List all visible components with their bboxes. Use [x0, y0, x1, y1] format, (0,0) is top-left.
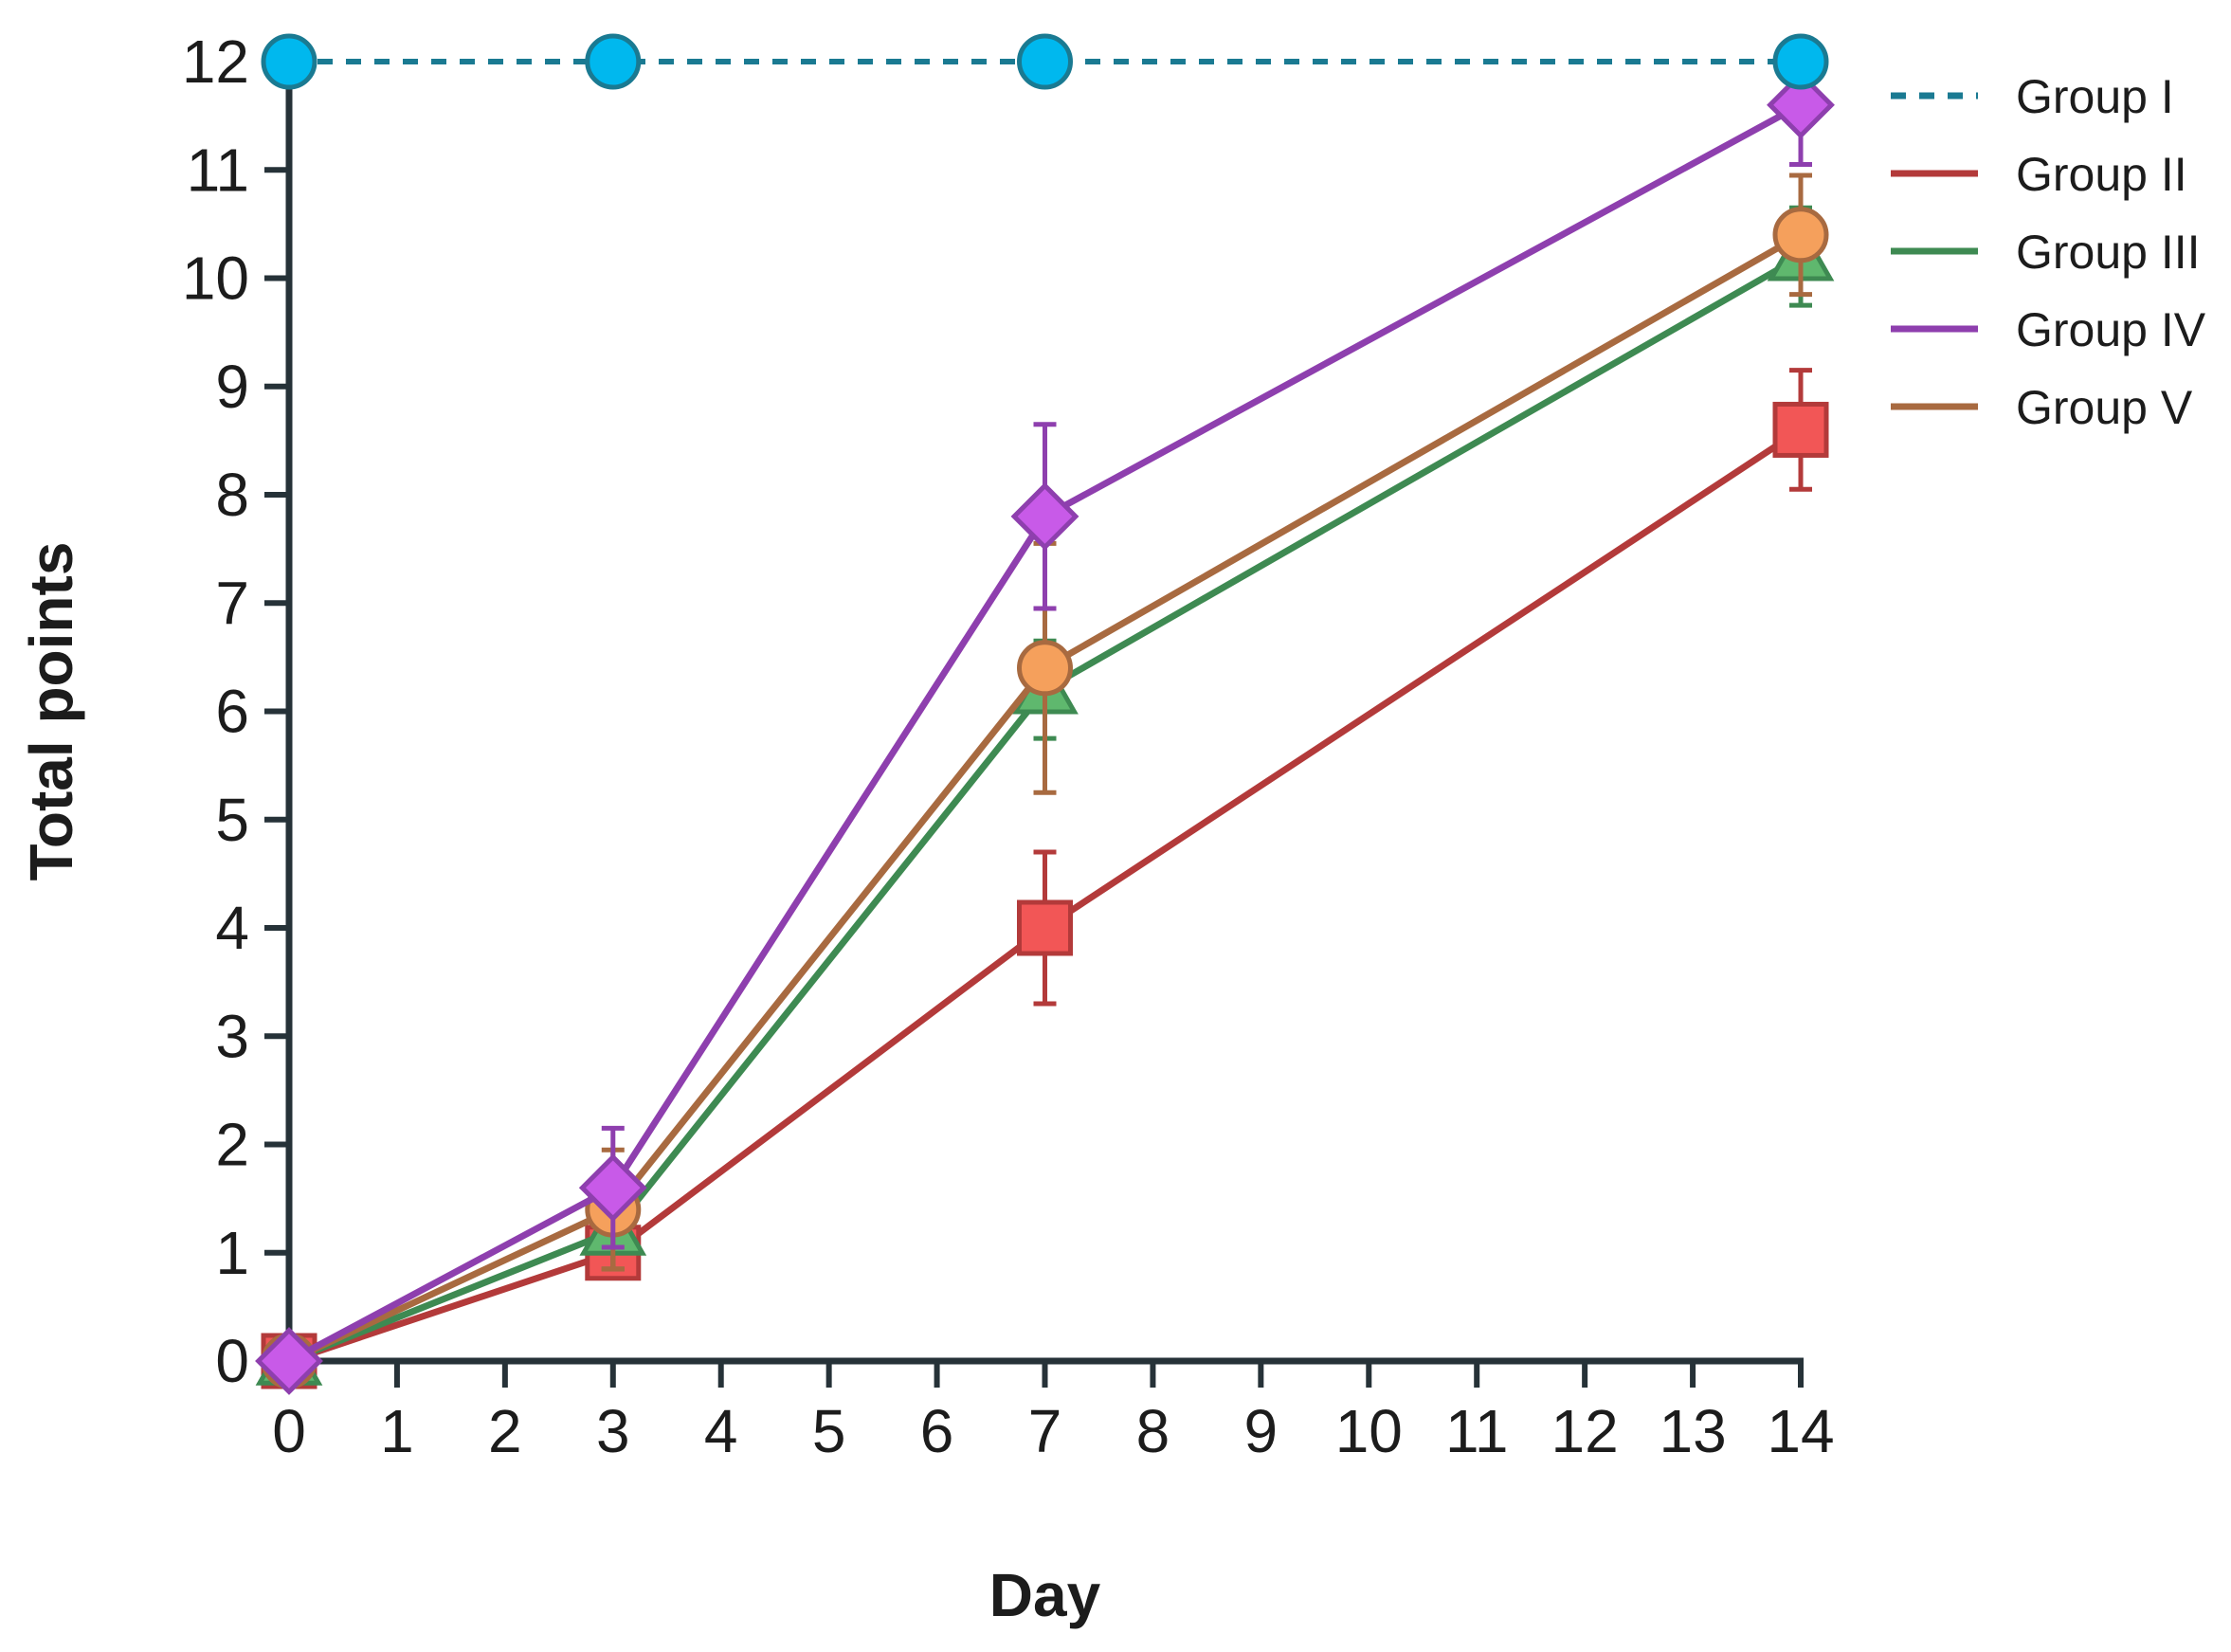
x-tick-label: 0	[272, 1397, 306, 1465]
y-tick-label: 4	[215, 894, 249, 962]
y-tick-label: 5	[215, 786, 249, 854]
legend-label: Group II	[2016, 148, 2187, 201]
series-line	[287, 101, 1803, 1365]
data-point	[261, 33, 317, 90]
series-group-v	[261, 172, 1829, 1389]
legend-label: Group III	[2016, 226, 2201, 279]
x-tick-label: 10	[1335, 1397, 1403, 1465]
data-point	[1010, 481, 1079, 551]
y-tick-label: 10	[182, 245, 249, 313]
data-point	[585, 33, 642, 90]
x-tick-label: 11	[1445, 1397, 1508, 1465]
x-tick-label: 1	[380, 1397, 414, 1465]
x-tick-label: 3	[596, 1397, 630, 1465]
x-tick-label: 2	[488, 1397, 522, 1465]
legend-entry: Group IV	[1891, 303, 2206, 356]
y-axis-title: Total points	[17, 542, 85, 881]
x-tick-label: 14	[1767, 1397, 1834, 1465]
x-tick-label: 8	[1136, 1397, 1170, 1465]
y-tick-label: 6	[215, 678, 249, 746]
x-tick-label: 6	[920, 1397, 954, 1465]
legend-entry: Group III	[1891, 226, 2201, 279]
y-tick-label: 0	[215, 1327, 249, 1395]
data-point	[1017, 33, 1073, 90]
series-group-iv	[255, 43, 1835, 1395]
data-point	[1017, 899, 1073, 956]
legend-label: Group I	[2016, 70, 2174, 123]
data-point	[1772, 207, 1829, 263]
series-line	[287, 427, 1803, 1365]
x-tick-label: 12	[1551, 1397, 1619, 1465]
data-point	[578, 1153, 647, 1223]
data-point	[255, 1327, 323, 1395]
data-point	[1017, 640, 1073, 697]
x-tick-label: 4	[704, 1397, 738, 1465]
data-point	[1772, 33, 1829, 90]
series-group-i	[261, 33, 1829, 90]
y-tick-label: 12	[182, 27, 249, 96]
series-group-iii	[255, 205, 1835, 1386]
legend-entry: Group II	[1891, 148, 2187, 201]
legend-label: Group V	[2016, 381, 2193, 434]
legend: Group I Group II Group III Group IV Group V	[1891, 70, 2206, 434]
x-axis-title: Day	[989, 1561, 1101, 1629]
legend-entry: Group I	[1891, 70, 2174, 123]
series-line	[287, 253, 1803, 1365]
y-tick-label: 3	[215, 1002, 249, 1070]
x-tick-label: 5	[812, 1397, 846, 1465]
legend-entry: Group V	[1891, 381, 2193, 434]
legend-label: Group IV	[2016, 303, 2206, 356]
y-tick-label: 7	[215, 569, 249, 637]
y-tick-label: 8	[215, 461, 249, 529]
data-point	[1767, 70, 1835, 139]
x-tick-label: 13	[1659, 1397, 1726, 1465]
y-tick-label: 1	[215, 1219, 249, 1287]
series-group	[255, 33, 1835, 1395]
x-tick-label: 7	[1028, 1397, 1062, 1465]
y-tick-label: 11	[187, 136, 249, 204]
series-line	[287, 231, 1803, 1365]
data-point	[1772, 401, 1829, 458]
y-tick-label: 2	[215, 1111, 249, 1179]
y-tick-label: 9	[215, 353, 249, 421]
x-tick-label: 9	[1244, 1397, 1279, 1465]
